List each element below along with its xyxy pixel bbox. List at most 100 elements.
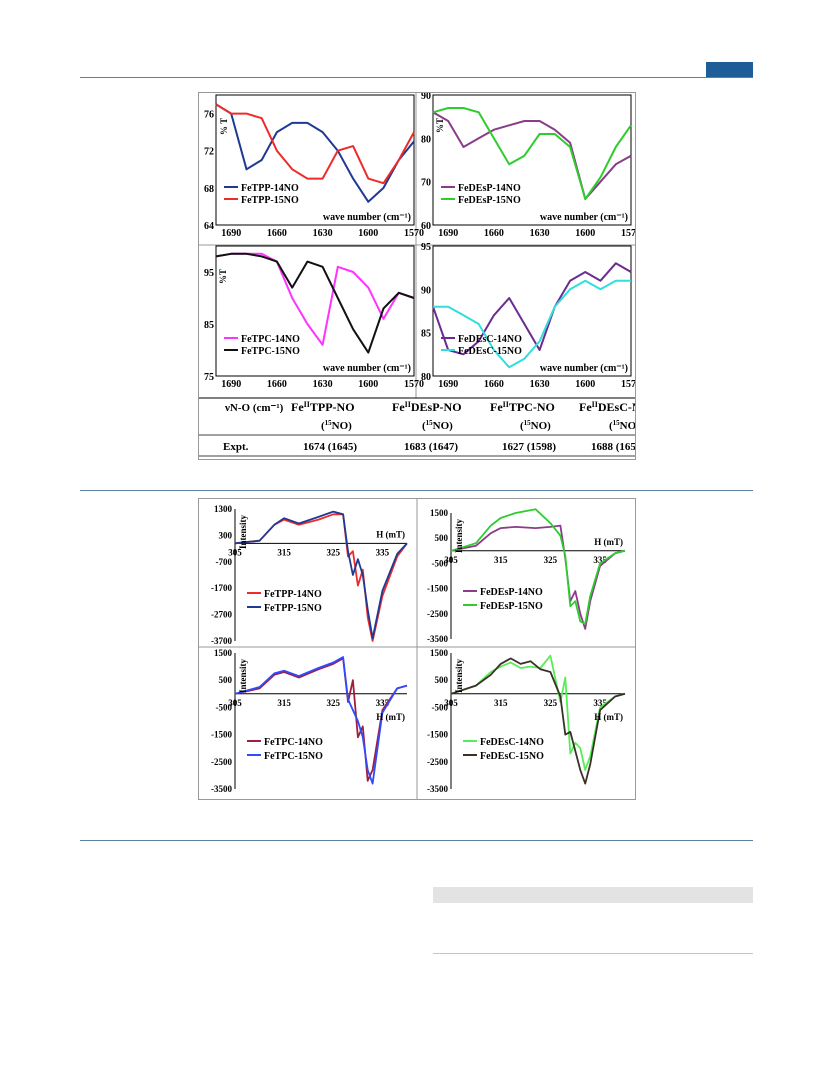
epr-fetpc-ytick-label: 1500 xyxy=(214,648,233,658)
ir-fedesp-series-1 xyxy=(432,111,632,200)
ir-fetpp-legend-label: FeTPP-15NO xyxy=(241,195,299,206)
epr-fetpp-ytick-label: -1700 xyxy=(211,583,232,593)
epr-fedesc-ytick-label: -2500 xyxy=(427,757,448,767)
epr-figure-svg: 1300 300 -700 -1700 -2700 -3700 305 315 325 335 In… xyxy=(199,499,635,799)
ir-fetpc-xtick-label: 1600 xyxy=(358,379,378,390)
ir-fetpc-xlabel: wave number (cm⁻¹) xyxy=(323,363,411,374)
ir-fedesp-xtick-label: 1600 xyxy=(575,228,595,239)
epr-fedesp-ytick-label: 1500 xyxy=(430,508,449,518)
ir-fetpp-xtick-label: 1570 xyxy=(404,228,424,239)
epr-fedesc-ytick-label: 500 xyxy=(435,675,449,685)
epr-fedesc-ylabel: Intensity xyxy=(454,658,464,693)
epr-fedesc-xtick-label: 315 xyxy=(494,698,508,708)
ir-fedesp-xlabel: wave number (cm⁻¹) xyxy=(540,212,628,223)
ir-fedesc-panel: 1690 1660 1630 1600 1570 95 90 85 80 FeDEsC-14NOF… xyxy=(421,242,641,390)
epr-fetpc-ytick-label: -500 xyxy=(216,702,233,712)
epr-fetpc-ytick-label: 500 xyxy=(219,675,233,685)
table-subheader: (15NO) xyxy=(422,419,453,432)
table-subheader: (15NO) xyxy=(321,419,352,432)
epr-fetpp-xtick-label: 335 xyxy=(376,547,390,557)
ir-fedesp-ytick-label: 90 xyxy=(421,93,431,102)
ir-fetpp-ylabel: % T xyxy=(219,118,229,135)
ir-fetpc-ytick-label: 95 xyxy=(204,268,214,279)
epr-fetpc-panel: 1500 500 -500 -1500 -2500 -3500 305 315 325 335 In… xyxy=(211,648,408,794)
ir-fetpp-xtick-label: 1690 xyxy=(221,228,241,239)
top-rule xyxy=(80,77,753,78)
ir-fetpp-ytick-label: 68 xyxy=(204,184,214,195)
ir-fedesp-legend-label: FeDEsP-15NO xyxy=(458,195,521,206)
epr-fetpp-ylabel: Intensity xyxy=(238,514,248,549)
epr-fedesp-series-2 xyxy=(450,508,626,625)
ir-fetpc-xtick-label: 1630 xyxy=(313,379,333,390)
epr-fetpc-ylabel: Intensity xyxy=(238,658,248,693)
epr-fetpc-ytick-label: -1500 xyxy=(211,730,232,740)
ir-fedesc-ytick-label: 80 xyxy=(421,372,431,383)
ir-fedesp-ytick-label: 60 xyxy=(421,221,431,232)
header-badge xyxy=(706,62,753,77)
ir-fetpc-legend-label: FeTPC-15NO xyxy=(241,346,300,357)
epr-fetpp-xlabel: H (mT) xyxy=(376,529,405,539)
epr-fedesp-ytick-label: -1500 xyxy=(427,584,448,594)
ir-fedesc-xtick-label: 1570 xyxy=(621,379,635,390)
table-value: 1674 (1645) xyxy=(303,441,357,453)
epr-fedesp-panel: 1500 500 -500 -1500 -2500 -3500 305 315 325 335 In… xyxy=(427,508,626,644)
ir-fedesp-plot-frame xyxy=(432,94,632,226)
ir-fedesp-ylabel: %T xyxy=(435,118,445,133)
ir-fedesc-plot-frame xyxy=(432,245,632,377)
ir-fetpp-panel: 1690 1660 1630 1600 1570 76 72 68 64 FeTPP-14NOFe… xyxy=(204,94,424,239)
ir-fedesc-legend-label: FeDEsC-14NO xyxy=(458,334,522,345)
epr-fedesc-series-2 xyxy=(450,657,626,785)
table-column-header: FeIITPP-NO xyxy=(291,400,355,414)
ir-fetpc-ytick-label: 85 xyxy=(204,320,214,331)
epr-fetpc-ytick-label: -2500 xyxy=(211,757,232,767)
epr-fedesc-legend-label: FeDEsC-14NO xyxy=(480,737,544,748)
epr-fetpp-ytick-label: -700 xyxy=(216,557,233,567)
ir-fedesp-xtick-label: 1630 xyxy=(530,228,550,239)
epr-fetpp-panel: 1300 300 -700 -1700 -2700 -3700 305 315 325 335 In… xyxy=(211,504,408,646)
ir-fedesp-ytick-label: 70 xyxy=(421,178,431,189)
ir-fedesc-legend-label: FeDEsC-15NO xyxy=(458,346,522,357)
epr-fetpp-legend-label: FeTPP-14NO xyxy=(264,589,322,600)
epr-fedesc-xtick-label: 325 xyxy=(544,698,558,708)
ir-fetpp-series-1 xyxy=(215,103,415,203)
epr-fedesp-ytick-label: -2500 xyxy=(427,609,448,619)
epr-fetpc-series-2 xyxy=(234,656,408,785)
ir-fedesp-xtick-label: 1570 xyxy=(621,228,635,239)
epr-fedesc-xlabel: H (mT) xyxy=(594,712,623,722)
epr-fedesc-xtick-label: 305 xyxy=(444,698,458,708)
ir-fetpp-ytick-label: 76 xyxy=(204,110,214,121)
ir-fetpp-xtick-label: 1600 xyxy=(358,228,378,239)
epr-fedesp-ylabel: Intensity xyxy=(454,518,464,553)
epr-fetpp-legend-label: FeTPP-15NO xyxy=(264,603,322,614)
ir-fedesp-series-2 xyxy=(432,107,632,200)
ir-fetpc-legend-label: FeTPC-14NO xyxy=(241,334,300,345)
ir-fetpc-ylabel: %T xyxy=(218,269,228,284)
ir-fetpp-plot-frame xyxy=(215,94,415,226)
ir-fedesc-series-2 xyxy=(433,279,631,369)
ir-fedesp-xtick-label: 1660 xyxy=(484,228,504,239)
epr-fetpp-ytick-label: 300 xyxy=(219,530,233,540)
ir-fedesc-xtick-label: 1660 xyxy=(484,379,504,390)
epr-fetpp-ytick-label: -3700 xyxy=(211,636,232,646)
epr-fedesp-ytick-label: -500 xyxy=(432,558,449,568)
table-subheader: (15NO) xyxy=(520,419,551,432)
epr-fetpc-ytick-label: -3500 xyxy=(211,784,232,794)
ir-fetpc-plot-frame xyxy=(215,245,415,377)
ir-fetpp-xtick-label: 1630 xyxy=(313,228,333,239)
ir-nu-table: νN-O (cm⁻¹) FeIITPP-NO (15NO) 1674 (1645) Fe… xyxy=(199,397,650,457)
table-value: 1683 (1647) xyxy=(404,441,458,453)
epr-fedesp-xtick-label: 315 xyxy=(494,555,508,565)
epr-figure: 1300 300 -700 -1700 -2700 -3700 305 315 325 335 In… xyxy=(198,498,636,800)
ir-fetpp-series-2 xyxy=(215,103,415,185)
ir-fedesc-xlabel: wave number (cm⁻¹) xyxy=(540,363,628,374)
ir-figure: 1690 1660 1630 1600 1570 76 72 68 64 FeTPP-14NO Fe… xyxy=(198,91,650,460)
epr-fedesp-xtick-label: 325 xyxy=(544,555,558,565)
epr-fetpc-xlabel: H (mT) xyxy=(376,712,405,722)
table-column-header: FeIIDEsP-NO xyxy=(392,400,462,414)
epr-fedesp-ytick-label: -3500 xyxy=(427,634,448,644)
epr-fedesc-ytick-label: 1500 xyxy=(430,648,449,658)
ir-fedesc-ytick-label: 90 xyxy=(421,285,431,296)
epr-fedesc-xtick-label: 335 xyxy=(593,698,607,708)
table-header-label: νN-O (cm⁻¹) xyxy=(224,402,284,414)
table-column-header: FeIITPC-NO xyxy=(490,400,555,414)
